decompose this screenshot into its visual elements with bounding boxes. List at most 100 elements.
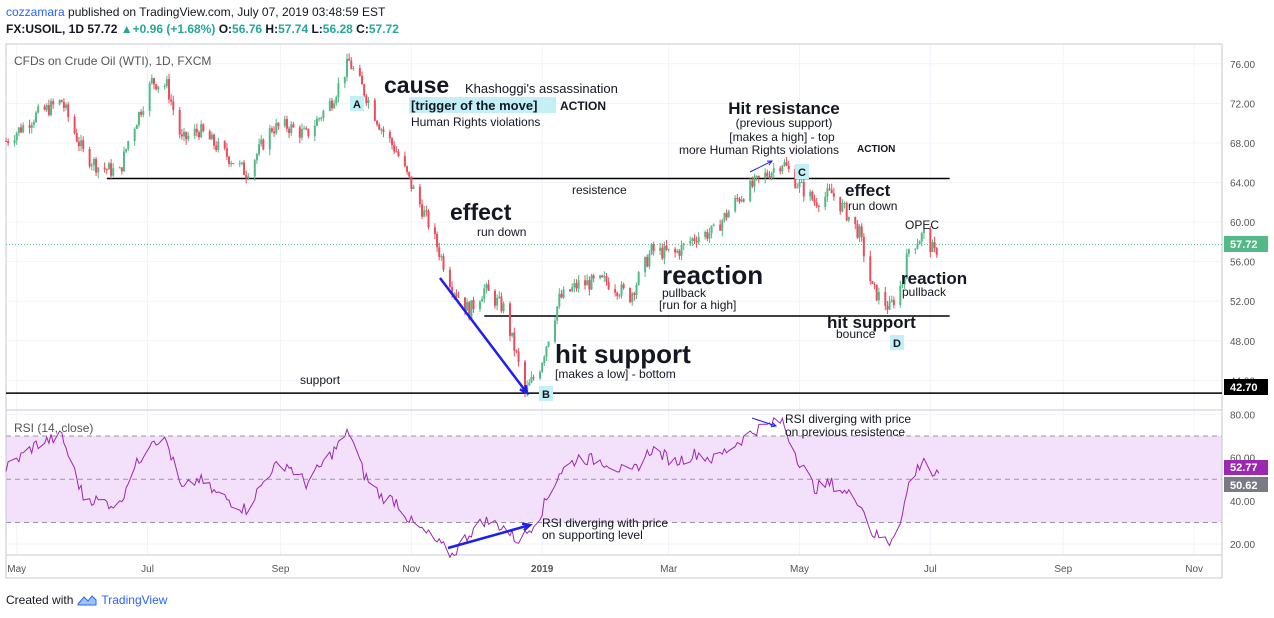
candle-body [403, 155, 406, 167]
candle-body [599, 275, 602, 279]
candle-body [635, 284, 638, 296]
candle-body [620, 284, 623, 296]
candle-body [112, 168, 115, 176]
candle-body [607, 281, 610, 290]
candle-body [337, 83, 340, 98]
candle-body [929, 229, 932, 253]
price-tick-label: 68.00 [1230, 139, 1255, 150]
candle-body [5, 140, 7, 142]
candle-body [292, 124, 295, 128]
candle-body [213, 134, 216, 146]
horizontal-lines [6, 177, 1222, 394]
candle-body [378, 124, 381, 130]
candle-body [493, 290, 496, 306]
candle-body [845, 202, 848, 221]
candle-body [787, 165, 790, 170]
candle-body [453, 293, 456, 295]
time-axis[interactable]: May Jul Sep Nov 2019 Mar May Jul Sep Nov [7, 564, 1203, 575]
candle-body [877, 292, 880, 301]
candle-body [183, 131, 186, 137]
candle-body [601, 275, 604, 278]
candle-body [67, 104, 70, 117]
candle-body [828, 188, 831, 190]
candle-body [916, 244, 919, 249]
candle-body [60, 100, 63, 103]
candle-body [7, 141, 10, 144]
candle-body [781, 165, 784, 172]
candle-body [646, 256, 649, 267]
candle-body [584, 280, 587, 286]
price-tick-label: 76.00 [1230, 60, 1255, 71]
candle-body [755, 175, 758, 177]
candle-body [228, 156, 231, 164]
candle-body [712, 224, 715, 226]
candle-body [103, 167, 106, 170]
hit-resistance-label: Hit resistance [728, 99, 840, 118]
candle-body [393, 144, 396, 152]
candle-body [165, 79, 168, 86]
candle-body [843, 202, 846, 204]
candle-body [706, 231, 709, 239]
candle-body [614, 289, 617, 293]
candle-body [556, 306, 559, 321]
candle-body [50, 101, 53, 115]
candle-body [120, 167, 123, 172]
candle-body [515, 350, 518, 352]
candle-body [343, 76, 346, 84]
resistence-label: resistence [572, 183, 627, 197]
candle-body [17, 127, 20, 134]
candle-body [622, 284, 625, 289]
candle-body [562, 289, 565, 298]
candle-body [830, 189, 833, 194]
candle-body [448, 269, 451, 288]
candle-body [333, 103, 336, 109]
candle-body [616, 292, 619, 297]
candle-body [376, 120, 379, 125]
candle-body [738, 198, 741, 202]
candle-body [753, 176, 756, 187]
candle-body [47, 105, 50, 115]
candle-body [513, 332, 516, 351]
candle-body [772, 168, 775, 173]
candle-body [230, 163, 233, 165]
candle-body [478, 301, 481, 310]
low-label: L: [311, 22, 323, 36]
candle-body [397, 151, 400, 156]
candle-body [667, 248, 670, 250]
candle-body [361, 75, 364, 85]
point-d-label: D [893, 338, 901, 350]
candle-body [603, 276, 606, 278]
makes-low-label: [makes a low] - bottom [555, 367, 676, 381]
candle-body [455, 293, 458, 297]
candle-body [708, 233, 711, 239]
candle-body [193, 128, 196, 136]
candle-body [856, 224, 859, 238]
time-tick-label: Mar [660, 564, 678, 575]
candle-body [500, 296, 503, 312]
pullback-label-1: pullback [662, 286, 707, 300]
candle-body [90, 165, 93, 167]
candle-body [345, 58, 348, 77]
high-label: H: [265, 22, 279, 36]
candle-body [270, 128, 273, 132]
candle-body [648, 254, 651, 267]
candle-body [137, 112, 140, 126]
price-tick-label: 56.00 [1230, 258, 1255, 269]
candle-body [320, 117, 323, 119]
candle-body [914, 248, 917, 250]
candle-body [425, 210, 428, 212]
candle-body [198, 132, 201, 138]
candle-body [80, 140, 83, 147]
candle-body [517, 351, 520, 362]
candle-body [290, 124, 293, 134]
price-high-arrow [749, 160, 773, 173]
candle-body [408, 171, 411, 177]
rsi-value-tag [1224, 460, 1268, 475]
rsi-top-arrow-head [770, 422, 778, 428]
author-link[interactable]: cozzamara [6, 5, 65, 19]
tradingview-brand[interactable]: TradingView [101, 593, 168, 607]
candle-body [899, 285, 902, 306]
candle-body [88, 148, 91, 167]
candle-body [133, 129, 136, 142]
